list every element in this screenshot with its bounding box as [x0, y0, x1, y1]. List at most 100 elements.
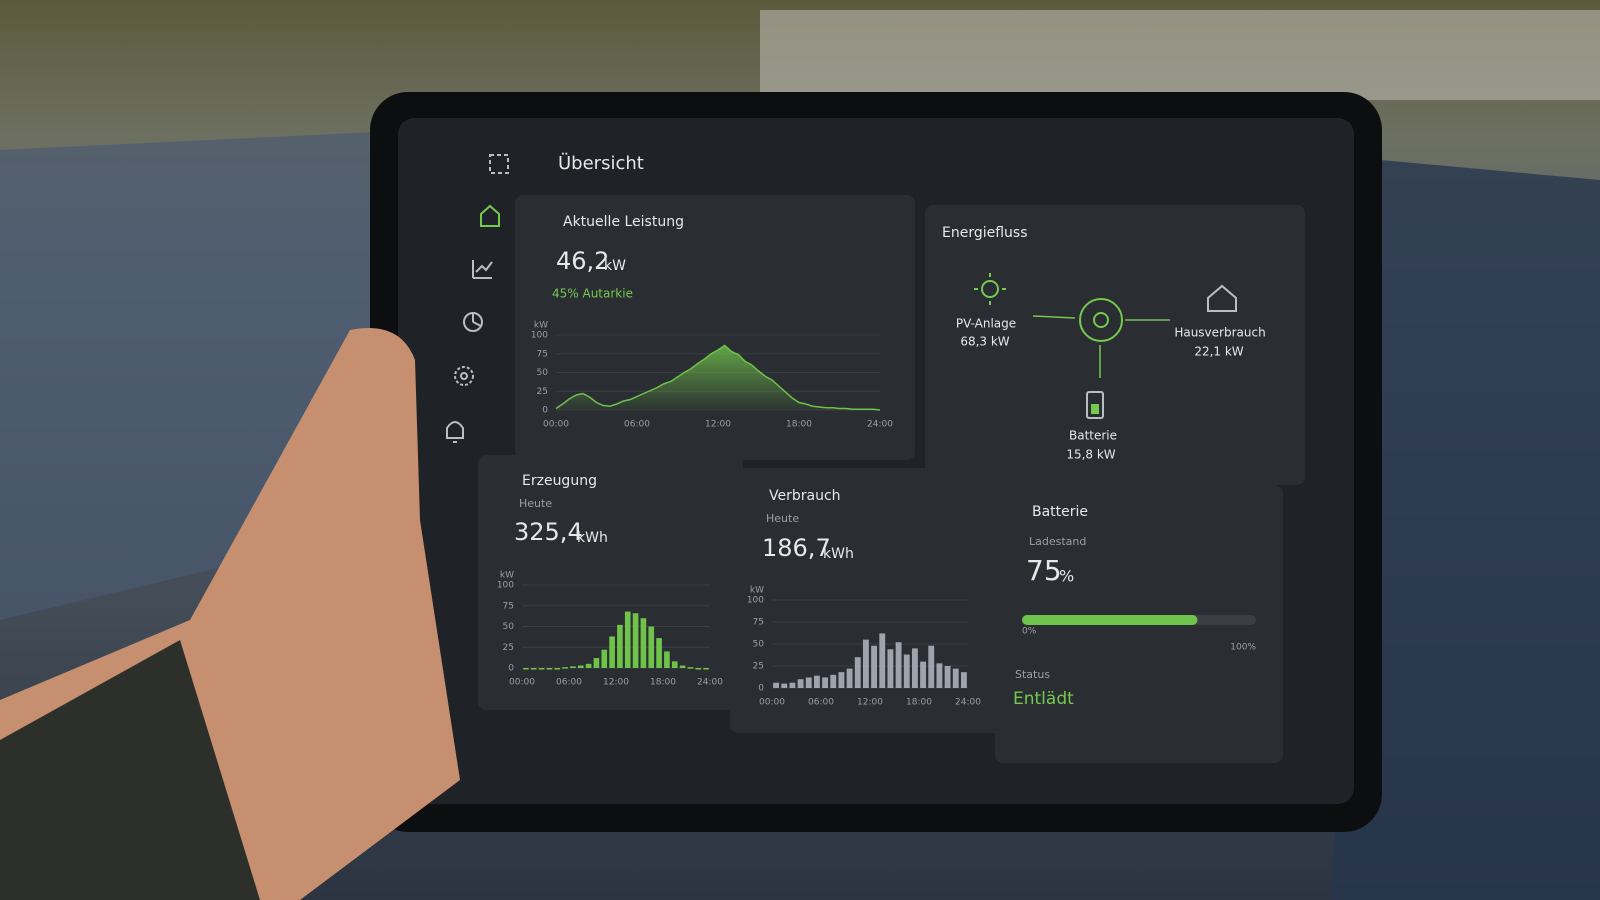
panel: [925, 205, 1305, 485]
x-tick-label: 24:00: [955, 698, 981, 708]
y-axis-unit: kW: [750, 586, 764, 596]
progress-fill: [1022, 615, 1198, 625]
x-tick-label: 18:00: [650, 678, 676, 688]
bar: [854, 657, 861, 688]
energy-value: 325,4: [514, 518, 583, 546]
page-title: Übersicht: [558, 152, 644, 174]
node-value: 15,8 kW: [1066, 448, 1115, 462]
panel-title: Energiefluss: [942, 225, 1028, 241]
bar: [838, 672, 845, 688]
y-tick-label: 0: [758, 684, 764, 694]
y-tick-label: 100: [747, 596, 764, 606]
node-label: Batterie: [1069, 429, 1117, 443]
panel: [515, 195, 915, 460]
bar: [585, 663, 592, 668]
bar: [944, 666, 951, 688]
x-tick-label: 00:00: [543, 420, 569, 430]
bar: [871, 645, 878, 688]
bar: [609, 636, 615, 668]
y-tick-label: 50: [537, 368, 549, 378]
bar: [617, 624, 623, 668]
settings-icon[interactable]: [454, 366, 474, 386]
bar: [911, 648, 918, 688]
y-tick-label: 100: [497, 581, 514, 591]
y-tick-label: 0: [508, 664, 514, 674]
bar: [640, 618, 647, 668]
charge-label: Ladestand: [1029, 535, 1086, 548]
x-tick-label: 12:00: [603, 678, 629, 688]
bar: [773, 682, 780, 688]
bar: [624, 611, 631, 668]
x-tick-label: 24:00: [697, 678, 723, 688]
bar: [879, 633, 886, 688]
bar: [830, 674, 837, 688]
menu-icon[interactable]: [489, 154, 509, 174]
area: [556, 345, 880, 410]
flow-diagram: [974, 273, 1237, 419]
x-tick-label: 06:00: [556, 678, 582, 688]
bar: [562, 667, 568, 669]
scale-label: 100%: [1230, 643, 1256, 653]
power-unit: kW: [604, 258, 626, 274]
y-tick-label: 25: [537, 387, 548, 397]
node-value: 68,3 kW: [960, 335, 1009, 349]
bar: [887, 649, 894, 688]
y-tick-label: 50: [753, 640, 765, 650]
panel-title: Verbrauch: [769, 488, 841, 504]
bar: [601, 649, 608, 668]
y-axis-unit: kW: [534, 321, 548, 331]
bar: [671, 661, 678, 668]
bar: [789, 682, 796, 688]
x-tick-label: 00:00: [509, 678, 535, 688]
panel-title: Aktuelle Leistung: [563, 214, 684, 230]
bar: [822, 677, 829, 688]
x-tick-label: 00:00: [759, 698, 785, 708]
pie-icon[interactable]: [463, 312, 483, 332]
x-tick-label: 12:00: [705, 420, 731, 430]
node-label: PV-Anlage: [956, 317, 1016, 331]
home-icon[interactable]: [480, 204, 500, 227]
energy-unit: kWh: [823, 546, 854, 562]
bar: [523, 668, 529, 670]
bar: [538, 668, 545, 670]
energy-unit: kWh: [577, 530, 608, 546]
charge-value: 75: [1026, 554, 1062, 587]
sidebar: [446, 154, 509, 443]
bar: [664, 651, 670, 668]
status-label: Status: [1015, 668, 1050, 681]
bar: [781, 683, 788, 688]
bar: [813, 675, 820, 688]
bar: [928, 645, 935, 688]
bar: [648, 626, 655, 668]
node-label: Hausverbrauch: [1174, 326, 1265, 340]
bar: [903, 654, 910, 688]
x-tick-label: 12:00: [857, 698, 883, 708]
x-tick-label: 18:00: [786, 420, 812, 430]
bar: [530, 668, 537, 670]
building: [760, 10, 1600, 100]
bar: [805, 677, 812, 688]
bar: [593, 658, 600, 668]
y-tick-label: 75: [537, 349, 548, 359]
y-tick-label: 25: [503, 643, 514, 653]
panel-title: Batterie: [1032, 504, 1088, 520]
node-value: 22,1 kW: [1194, 345, 1243, 359]
bell-icon[interactable]: [446, 421, 464, 443]
x-tick-label: 18:00: [906, 698, 932, 708]
status: Entlädt: [1013, 689, 1074, 709]
y-axis-unit: kW: [500, 571, 514, 581]
bar: [703, 668, 709, 670]
bar: [632, 613, 639, 668]
bar: [687, 667, 694, 669]
chart-icon[interactable]: [472, 260, 493, 279]
y-tick-label: 75: [503, 601, 514, 611]
bar: [936, 663, 943, 688]
power-value: 46,2: [556, 247, 609, 275]
y-tick-label: 100: [531, 331, 548, 341]
sleeve: [0, 640, 260, 900]
bar: [656, 638, 662, 668]
y-tick-label: 75: [753, 618, 764, 628]
